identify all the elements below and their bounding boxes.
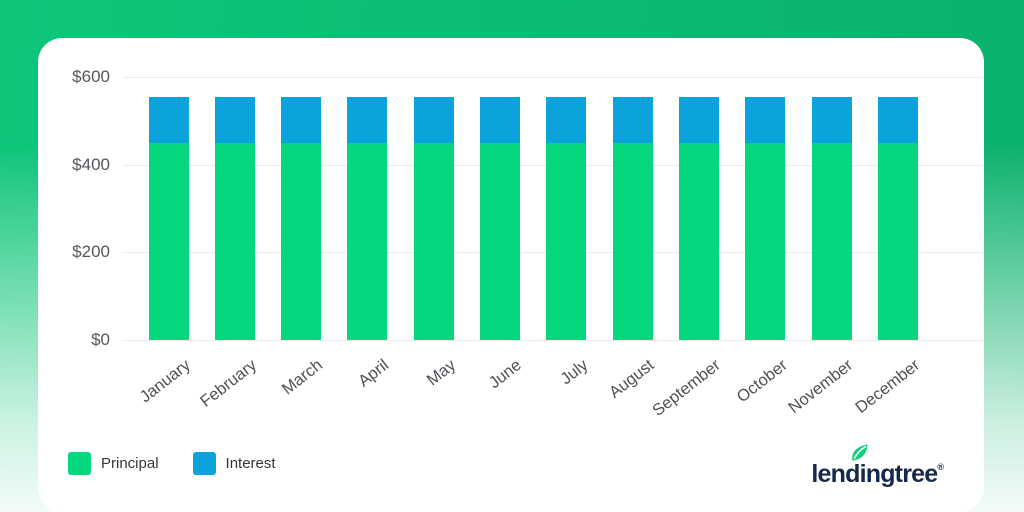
bar-segment-principal-august: [612, 142, 653, 340]
bar-segment-interest-june: [480, 96, 520, 143]
x-axis-label-september: September: [649, 356, 724, 420]
bar-july: [546, 96, 587, 340]
bar-october: [745, 96, 786, 340]
legend-swatch-principal: [68, 452, 91, 475]
x-axis-label-may: May: [423, 356, 459, 390]
bar-segment-interest-august: [612, 96, 653, 143]
legend-label: Principal: [101, 455, 159, 472]
bar-segment-principal-december: [877, 142, 918, 340]
leaf-icon: [852, 444, 869, 461]
gridline-600: [123, 77, 983, 78]
bar-segment-interest-november: [811, 96, 852, 143]
y-axis-tick-label: $400: [72, 154, 110, 174]
gridline-0: [123, 339, 983, 341]
bar-segment-interest-april: [347, 96, 388, 143]
legend-swatch-interest: [192, 452, 216, 475]
bar-segment-principal-july: [546, 142, 587, 340]
bar-segment-principal-february: [214, 142, 255, 340]
lendingtree-logo: lendingtree®: [811, 444, 944, 488]
x-axis-label-july: July: [557, 356, 592, 389]
x-axis-label-june: June: [485, 356, 526, 393]
x-axis-label-december: December: [851, 356, 923, 418]
bar-segment-interest-september: [678, 96, 719, 143]
bar-segment-principal-october: [745, 142, 786, 340]
bar-segment-principal-january: [148, 142, 189, 340]
bar-march: [281, 96, 322, 340]
bar-segment-interest-december: [877, 96, 918, 143]
bar-segment-principal-november: [811, 142, 852, 340]
x-axis-label-january: January: [136, 356, 194, 407]
x-axis-label-august: August: [606, 356, 658, 402]
logo-wordmark: lendingtree®: [811, 460, 944, 488]
x-axis-label-october: October: [732, 356, 791, 407]
bar-january: [148, 96, 189, 340]
bar-segment-interest-july: [546, 96, 587, 143]
bar-segment-interest-january: [148, 96, 189, 143]
chart-card: $0 $200 $400 $600 January February March April M…: [38, 38, 984, 512]
y-axis-tick-label: $600: [72, 67, 110, 86]
bar-segment-principal-april: [347, 142, 388, 340]
x-axis-label-april: April: [355, 356, 393, 391]
bar-november: [811, 96, 852, 340]
bar-segment-principal-september: [678, 142, 719, 340]
bar-segment-interest-may: [413, 96, 454, 143]
bar-february: [214, 96, 255, 340]
bar-september: [678, 96, 719, 340]
bar-segment-principal-may: [413, 142, 454, 340]
bar-segment-principal-march: [281, 142, 322, 340]
x-axis-label-march: March: [278, 356, 327, 399]
bar-april: [347, 96, 388, 340]
bar-december: [877, 96, 918, 340]
x-axis-label-february: February: [196, 356, 260, 411]
bar-segment-interest-february: [214, 96, 255, 143]
chart-legend: Principal Interest: [68, 452, 276, 475]
legend-label: Interest: [225, 455, 276, 472]
bar-may: [413, 96, 454, 340]
y-axis-tick-label: $0: [91, 329, 110, 349]
registered-mark: ®: [937, 462, 944, 472]
legend-item-interest: Interest: [192, 452, 276, 475]
bar-segment-interest-october: [745, 96, 786, 143]
bar-august: [612, 96, 653, 340]
legend-item-principal: Principal: [68, 452, 159, 475]
y-axis-tick-label: $200: [72, 242, 110, 261]
x-axis-label-november: November: [785, 356, 857, 418]
bar-segment-principal-june: [480, 142, 520, 340]
bar-june: [480, 96, 520, 340]
bar-segment-interest-march: [281, 96, 322, 143]
